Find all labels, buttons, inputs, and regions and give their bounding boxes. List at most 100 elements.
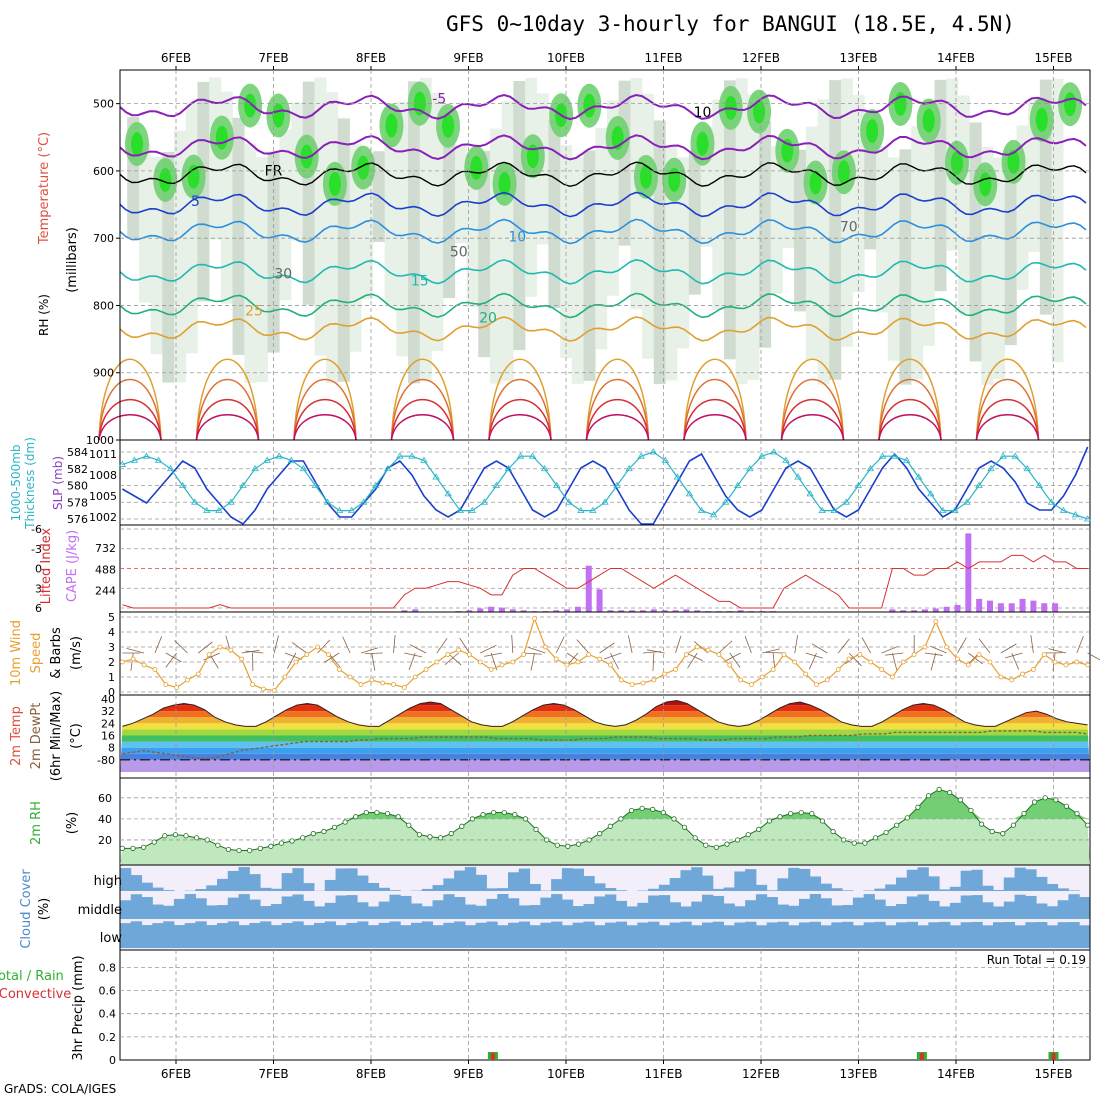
rh-marker <box>1042 795 1048 801</box>
cape-bar <box>618 610 625 612</box>
rh-marker <box>1031 799 1038 805</box>
rh-max-shade <box>1064 92 1077 117</box>
surface-temp-contour <box>780 399 845 441</box>
cloud-bar <box>497 925 509 948</box>
rh-marker <box>862 840 868 846</box>
temp-band <box>120 741 1090 748</box>
cloud-bar <box>831 905 843 919</box>
wind-speed-marker <box>922 644 928 650</box>
wind-speed-marker <box>336 667 342 672</box>
contour-label: 20 <box>479 310 497 326</box>
cloud-bar <box>443 894 455 919</box>
thickness-marker <box>613 481 621 488</box>
wind-barb <box>892 652 898 671</box>
cloud-bar <box>615 921 628 948</box>
rh-marker <box>353 814 359 820</box>
cape-bar <box>1019 598 1026 612</box>
rh-marker <box>194 835 200 841</box>
thickness-marker <box>468 506 476 514</box>
wind-barb <box>762 648 780 654</box>
date-label-bottom: 10FEB <box>547 1067 585 1081</box>
cape-bar <box>488 606 495 612</box>
thickness-marker <box>577 506 585 514</box>
rh-marker <box>1053 797 1059 803</box>
thickness-marker <box>275 452 283 459</box>
rh-shade <box>571 157 584 384</box>
cape-tick-label: 488 <box>95 563 116 576</box>
cloud-bar <box>357 875 369 891</box>
wind-barb <box>881 645 899 654</box>
cape-bar <box>477 608 484 612</box>
thickness-marker <box>142 452 151 459</box>
credit-label: GrADS: COLA/IGES <box>4 1082 117 1096</box>
cloud-bar <box>820 883 832 891</box>
cape-bar <box>911 610 918 612</box>
cloud-bar <box>540 897 552 919</box>
wind-speed-marker <box>271 688 277 693</box>
thickness-marker <box>384 464 392 472</box>
wind-speed-marker <box>510 659 516 665</box>
thickness-marker <box>637 452 645 459</box>
rh-marker <box>437 835 444 841</box>
surface-temp-contour <box>293 399 357 441</box>
pressure-axis-label: (millibars) <box>65 227 80 293</box>
cloud-bar <box>421 906 434 919</box>
cloud-bar <box>1046 906 1059 919</box>
cloud-bar <box>508 898 520 919</box>
cloud-bar <box>777 878 789 891</box>
rh-max-shade <box>979 172 992 197</box>
rh-max-shade <box>696 131 709 156</box>
cape-bar <box>629 610 636 612</box>
cloud-bar <box>1079 925 1091 948</box>
thickness-marker <box>154 456 163 463</box>
cloud-bar <box>281 896 293 919</box>
cloud-bar <box>594 883 606 891</box>
cloud-bar <box>130 894 143 919</box>
wind-speed-marker <box>608 662 613 668</box>
cloud-bar <box>1025 922 1037 948</box>
date-label-top: 13FEB <box>840 51 878 65</box>
wind-speed-marker <box>868 659 874 665</box>
wind-speed-marker <box>683 652 689 657</box>
cloud-bar <box>217 923 229 948</box>
cloud-bar <box>820 925 832 948</box>
rh-marker <box>628 807 635 814</box>
cape-bar <box>564 609 571 612</box>
cloud-bar <box>464 904 477 919</box>
cloud-level-middle: middle <box>78 903 122 918</box>
rh-marker <box>681 824 688 830</box>
rh-shade <box>794 149 807 312</box>
thickness-marker <box>1011 452 1019 459</box>
thickness-marker <box>661 456 670 463</box>
cloud-bar <box>982 902 994 919</box>
cloud-bar <box>173 925 186 948</box>
thickness-marker <box>721 498 730 505</box>
cloud-bar <box>658 895 671 919</box>
rh-marker <box>671 816 677 822</box>
cloud-bar <box>755 925 768 948</box>
cloud-bar <box>551 879 563 891</box>
wind-speed-marker <box>315 644 320 650</box>
rh-shade <box>876 146 889 313</box>
thickness-marker <box>939 506 947 514</box>
wind-speed-marker <box>228 647 234 653</box>
cloud-bar <box>1014 894 1026 919</box>
rh-shade <box>525 77 538 297</box>
surface-temp-contour <box>683 414 747 441</box>
wind-speed-label: Speed <box>29 633 44 674</box>
rh-shade <box>852 94 865 293</box>
thickness-marker <box>1023 464 1032 472</box>
rh-shade <box>1004 148 1017 346</box>
wind-speed-marker <box>1041 652 1047 657</box>
rh-shade <box>688 150 701 295</box>
cloud-bar <box>508 922 520 948</box>
wind-speed-marker <box>575 659 581 665</box>
cloud-bar <box>745 869 757 891</box>
wind-speed-marker <box>640 680 646 686</box>
surface-temp-contour <box>293 378 357 441</box>
rh-max-shade <box>1007 149 1020 174</box>
rh-marker <box>851 840 857 846</box>
precip-frame <box>119 949 1091 1061</box>
wind-barb <box>444 652 459 665</box>
cloud-bar <box>788 867 800 891</box>
